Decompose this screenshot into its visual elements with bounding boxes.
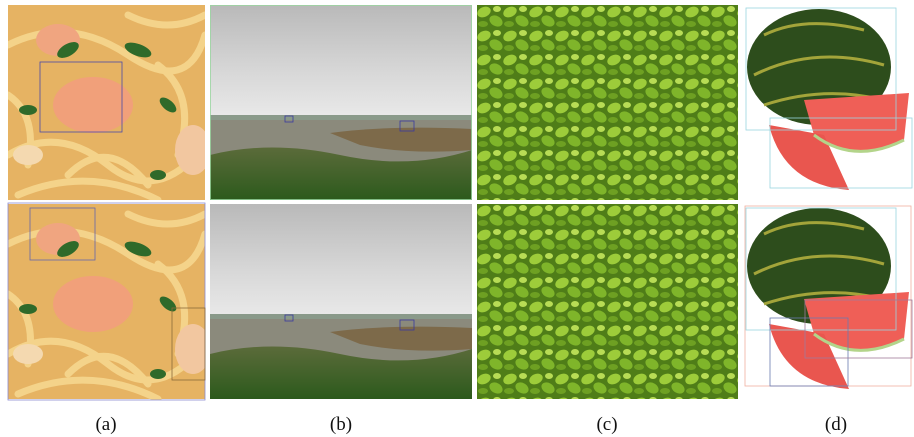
photo: [8, 204, 211, 399]
panel-b: [210, 5, 472, 399]
caption: (c): [596, 414, 617, 435]
photo: [477, 5, 738, 200]
photo: [8, 5, 211, 200]
caption: (d): [825, 414, 847, 435]
caption: (a): [95, 414, 116, 435]
panel-a: [8, 5, 211, 400]
caption: (b): [330, 414, 352, 435]
photo: [210, 204, 472, 399]
panel-d: [744, 5, 912, 399]
photo: [477, 204, 738, 399]
figure: (a) (b) (c) (d): [0, 0, 914, 437]
photo: [210, 5, 472, 200]
page: (a) (b) (c) (d) (() => { const data = JS…: [0, 0, 914, 437]
photo: [744, 5, 912, 200]
panel-c: [477, 5, 738, 399]
photo: [744, 204, 912, 399]
